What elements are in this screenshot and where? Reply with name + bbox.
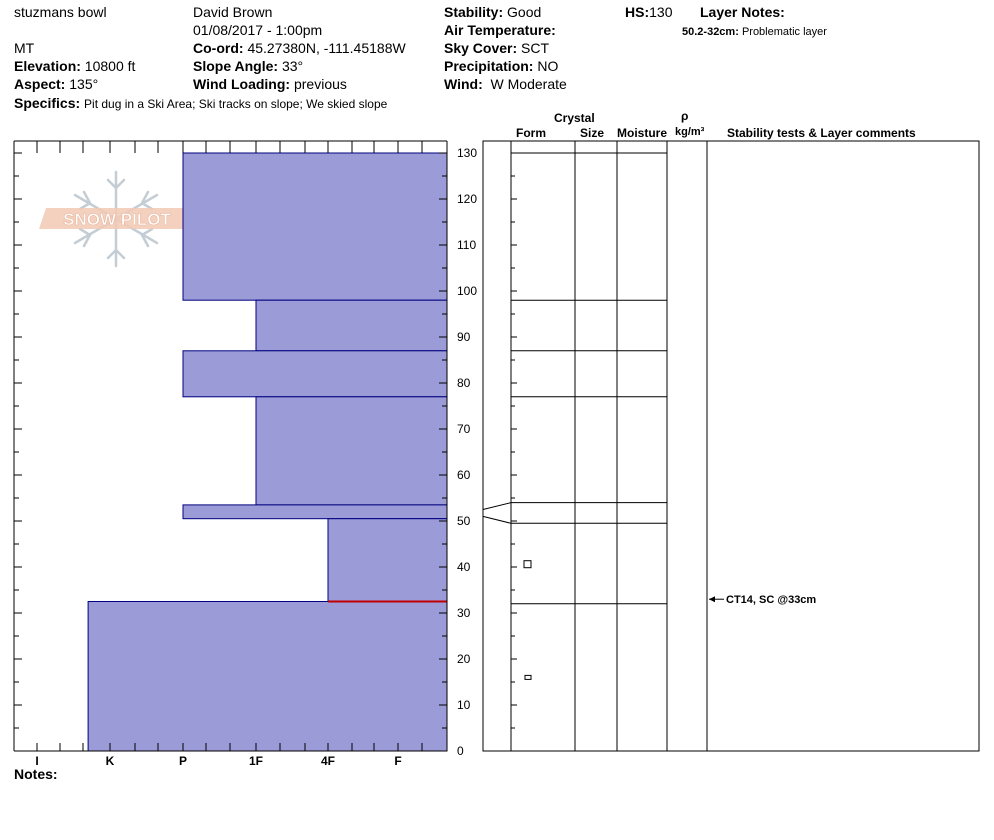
precipitation: Precipitation: NO [444,58,558,74]
depth-label-20: 20 [457,652,471,666]
depth-label-120: 120 [457,192,477,206]
precip-value: NO [537,58,559,74]
wind-loading-label: Wind Loading: [193,76,291,92]
depth-label-10: 10 [457,698,471,712]
depth-label-50: 50 [457,514,471,528]
layer-bar-3 [255,396,448,506]
form-header: Form [516,126,546,140]
grid-frame [482,140,980,752]
hardness-label-I: I [35,754,38,768]
depth-label-0: 0 [457,744,464,758]
stability-arrow-head-0 [709,596,715,603]
elevation-label: Elevation: [14,58,81,74]
depth-label-130: 130 [457,146,477,160]
depth-label-70: 70 [457,422,471,436]
wind: Wind: W Moderate [444,76,567,92]
coord-value: 45.27380N, -111.45188W [247,40,406,56]
rho-header: ρ [681,109,689,123]
coord-label: Co-ord: [193,40,244,56]
sky-label: Sky Cover: [444,40,518,56]
wind-label: Wind: [444,76,483,92]
depth-label-110: 110 [457,238,476,252]
wind-loading-value: previous [293,76,347,92]
sky-cover: Sky Cover: SCT [444,40,549,56]
hs: HS:130 [625,4,672,20]
layer-note-text: Problematic layer [741,26,827,38]
layer-bar-1 [255,299,448,352]
stability-label: Stability: [444,4,504,20]
moisture-header: Moisture [617,126,668,140]
elevation-value: 10800 ft [84,58,136,74]
hardness-label-4F: 4F [321,754,335,768]
crystal-form-rect [524,674,532,680]
slope-angle: Slope Angle: 33° [193,58,303,74]
elevation: Elevation: 10800 ft [14,58,135,74]
hardness-label-1F: 1F [249,754,263,768]
hardness-label-P: P [179,754,187,768]
wind-value: W Moderate [490,76,567,92]
air-temperature: Air Temperature: [444,22,556,38]
layer-note: 50.2-32cm: Problematic layer [682,24,827,40]
layer-note-range: 50.2-32cm: [682,26,739,38]
crystal-form-square [523,560,532,569]
slope-value: 33° [281,58,304,74]
layer-bar-0 [182,152,448,301]
layer-bar-5 [327,518,448,603]
depth-label-100: 100 [457,284,477,298]
notes-label: Notes: [14,766,58,782]
sky-value: SCT [521,40,550,56]
layer-notes-label: Layer Notes: [700,4,785,20]
coord: Co-ord: 45.27380N, -111.45188W [193,40,406,56]
datetime: 01/08/2017 - 1:00pm [193,22,323,38]
precip-label: Precipitation: [444,58,534,74]
depth-label-80: 80 [457,376,471,390]
layer-bar-2 [182,350,448,398]
specifics-value: Pit dug in a Ski Area; Ski tracks on slo… [84,97,388,111]
depth-label-40: 40 [457,560,471,574]
density-unit-header: kg/m³ [675,126,705,138]
air-temp-label: Air Temperature: [444,22,556,38]
state: MT [14,40,35,56]
stability-header: Stability tests & Layer comments [727,126,916,140]
stability-test-label-0: CT14, SC @33cm [726,594,816,606]
aspect: Aspect: 135° [14,76,98,92]
hardness-label-F: F [394,754,401,768]
depth-label-90: 90 [457,330,471,344]
location-name: stuzmans bowl [14,4,107,20]
boundary-connector-lower [482,515,512,524]
aspect-value: 135° [69,76,99,92]
size-header: Size [580,126,605,140]
wind-loading: Wind Loading: previous [193,76,347,92]
hs-value: 130 [649,4,673,20]
depth-label-60: 60 [457,468,471,482]
layer-bar-6 [87,601,448,752]
layer-bar-4 [182,504,448,520]
snowpilot-logo: SNOW PILOT [39,170,195,268]
slope-label: Slope Angle: [193,58,279,74]
stability-value: Good [507,4,542,20]
observer: David Brown [193,4,273,20]
aspect-label: Aspect: [14,76,66,92]
hardness-label-K: K [106,754,115,768]
depth-label-30: 30 [457,606,471,620]
specifics: Specifics: Pit dug in a Ski Area; Ski tr… [14,95,387,112]
logo-text: SNOW PILOT [63,210,171,229]
boundary-connector-upper [482,502,512,510]
hs-label: HS: [625,4,650,20]
stability: Stability: Good [444,4,541,20]
crystal-header: Crystal [554,111,595,125]
specifics-label: Specifics: [14,95,81,111]
